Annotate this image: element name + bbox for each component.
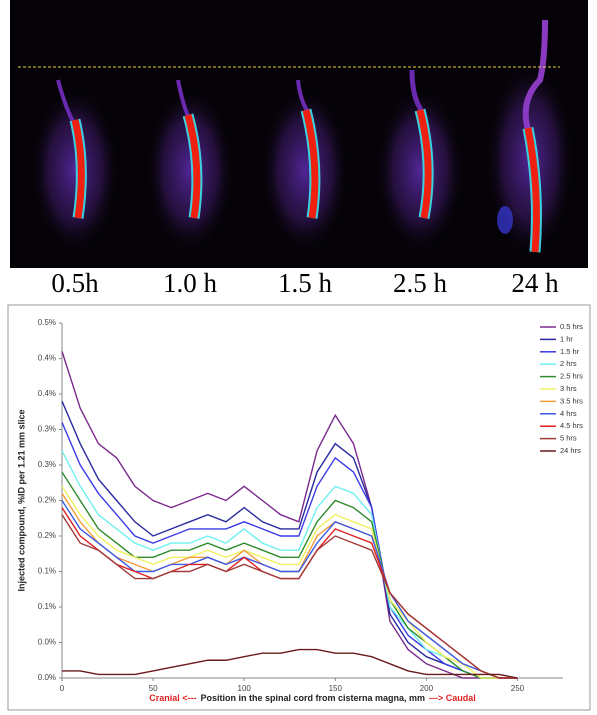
series-line [61,422,518,679]
y-tick-label: 0.1% [38,602,56,611]
scan-4 [375,69,465,255]
legend-label: 1.5 hr [560,347,580,356]
legend-label: 4 hrs [560,409,577,418]
scan-1 [30,79,120,255]
legend-label: 4.5 hrs [560,421,583,430]
scan-3 [260,79,350,255]
series-line [62,648,518,679]
x-tick-label: 100 [238,684,252,693]
x-axis-title: Cranial <--- Position in the spinal cord … [149,693,476,703]
y-tick-label: 0.4% [38,389,56,398]
legend-label: 5 hrs [560,434,577,443]
y-tick-label: 0.1% [38,567,56,576]
series-line [61,514,518,679]
scan-5 [485,19,575,260]
x-tick-label: 150 [329,684,343,693]
legend-label: 2 hrs [560,359,577,368]
y-tick-label: 0.0% [38,638,56,647]
image-label: 1.5 h [278,268,333,298]
scan-image [10,0,588,268]
legend-label: 1 hr [560,334,573,343]
y-tick-label: 0.2% [38,496,56,505]
y-tick-label: 0.3% [38,460,56,469]
image-label: 24 h [511,268,559,298]
image-label: 1.0 h [163,268,218,298]
y-tick-label: 0.4% [38,354,56,363]
legend-label: 0.5 hrs [560,322,583,331]
x-axis-title-part: Position in the spinal cord from cistern… [200,693,425,703]
x-tick-label: 50 [149,684,158,693]
x-axis-title-part: ---> Caudal [429,693,476,703]
image-label: 0.5h [51,268,99,298]
series-line [61,400,518,679]
x-tick-label: 200 [420,684,434,693]
x-axis-title-part: Cranial <--- [149,693,196,703]
x-tick-label: 250 [511,684,525,693]
image-label: 2.5 h [393,268,448,298]
y-tick-label: 0.3% [38,425,56,434]
y-tick-label: 0.2% [38,531,56,540]
legend-label: 24 hrs [560,446,581,455]
y-tick-label: 0.5% [38,318,56,327]
series-line [61,450,518,679]
legend-label: 3.5 hrs [560,396,583,405]
x-tick-label: 0 [60,684,65,693]
chart-frame [7,304,591,711]
scan-2 [145,79,235,255]
legend-label: 3 hrs [560,384,577,393]
series-line [61,351,518,679]
series-line [61,500,518,679]
series-line [61,485,518,679]
y-axis-title: Injected compound, %ID per 1.21 mm slice [16,409,26,591]
y-tick-label: 0.0% [38,673,56,682]
legend-label: 2.5 hrs [560,372,583,381]
